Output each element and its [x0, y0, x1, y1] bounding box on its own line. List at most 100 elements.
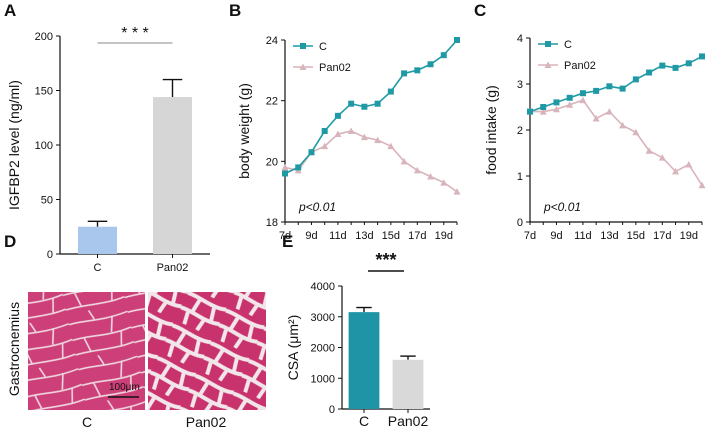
- e-y-label: CSA (μm²): [285, 315, 301, 381]
- c-point-control: [553, 99, 560, 106]
- c-point-pan02: [552, 105, 560, 113]
- c-point-pan02: [605, 108, 613, 115]
- c-point-control: [606, 83, 613, 90]
- b-xtick-label: 19d: [435, 230, 453, 242]
- a-xtick-label: Pan02: [157, 262, 189, 274]
- c-xtick-label: 11d: [574, 230, 592, 242]
- b-point-pan02: [334, 130, 342, 138]
- c-ytick-label: 4: [517, 33, 523, 45]
- scale-bar-label: 100μm: [109, 382, 140, 393]
- b-point-pan02: [360, 133, 368, 141]
- b-point-control: [308, 149, 315, 156]
- b-point-control: [387, 88, 394, 95]
- b-point-control: [282, 170, 288, 177]
- e-ytick-label: 4000: [311, 281, 335, 293]
- b-point-control: [440, 52, 447, 59]
- c-legend-marker-pan02: [544, 61, 552, 68]
- panel-letter-a: A: [4, 1, 16, 20]
- b-point-control: [334, 112, 341, 119]
- c-point-pan02: [645, 147, 653, 154]
- a-ytick-label: 150: [35, 86, 53, 98]
- c-point-control: [593, 87, 600, 94]
- c-line-pan02: [530, 99, 703, 186]
- c-ytick-label: 0: [517, 217, 523, 229]
- e-xtick-label: C: [359, 413, 369, 429]
- e-ytick-label: 2000: [311, 343, 335, 355]
- c-point-control: [619, 85, 626, 92]
- c-point-control: [566, 94, 573, 101]
- b-legend-label-control: C: [319, 41, 327, 53]
- c-point-pan02: [632, 128, 640, 136]
- c-point-control: [632, 76, 639, 83]
- b-point-pan02: [427, 173, 435, 180]
- panel-d-histology: Gastrocnemius 100μm C Pan02: [6, 292, 266, 430]
- c-xtick-label: 13d: [600, 230, 618, 242]
- e-bar-pan02: [392, 359, 424, 409]
- c-y-label: food intake (g): [483, 85, 499, 175]
- b-point-pan02: [387, 142, 395, 150]
- c-point-pan02: [539, 108, 547, 115]
- b-legend-label-pan02: Pan02: [319, 62, 351, 74]
- b-point-pan02: [321, 142, 329, 150]
- a-ytick-label: 200: [35, 31, 53, 43]
- c-point-control: [527, 108, 533, 115]
- c-point-pan02: [592, 115, 600, 122]
- b-point-pan02: [400, 157, 408, 165]
- c-xtick-label: 15d: [627, 230, 645, 242]
- c-xtick-label: 19d: [680, 230, 698, 242]
- b-p-value: p<0.01: [298, 200, 336, 214]
- b-xtick-label: 9d: [305, 230, 317, 242]
- b-xtick-label: 11d: [329, 230, 347, 242]
- b-point-pan02: [374, 136, 382, 144]
- b-ytick-label: 24: [266, 35, 278, 47]
- b-point-pan02: [347, 127, 355, 134]
- c-point-pan02: [698, 181, 706, 189]
- b-xtick-label: 13d: [355, 230, 373, 242]
- a-y-label: IGFBP2 level (ng/ml): [6, 80, 22, 210]
- c-point-pan02: [579, 96, 587, 104]
- b-y-label: body weight (g): [236, 83, 252, 179]
- b-line-pan02: [284, 130, 458, 193]
- b-xtick-label: 7d: [279, 230, 291, 242]
- b-xtick-label: 17d: [408, 230, 426, 242]
- a-ytick-label: 100: [35, 140, 53, 152]
- c-point-control: [672, 64, 679, 71]
- c-xtick-label: 7d: [524, 230, 536, 242]
- a-significance-stars: * * *: [121, 25, 149, 42]
- c-ytick-label: 2: [517, 125, 523, 137]
- b-xtick-label: 15d: [382, 230, 400, 242]
- c-point-control: [699, 53, 705, 60]
- histology-image-pan02: [148, 292, 266, 410]
- e-bar-c: [348, 312, 380, 409]
- b-point-control: [295, 164, 302, 171]
- b-point-pan02: [440, 179, 448, 186]
- b-point-control: [427, 61, 434, 68]
- a-ytick-label: 50: [41, 195, 53, 207]
- b-point-control: [401, 70, 408, 77]
- b-ytick-label: 22: [266, 96, 278, 108]
- c-p-value: p<0.01: [543, 200, 581, 214]
- histology-label-control: C: [82, 414, 92, 430]
- e-ytick-label: 1000: [311, 373, 335, 385]
- c-point-control: [659, 62, 666, 69]
- b-point-control: [321, 128, 328, 134]
- chart-c-food-intake: 0 1 2 3 4 7d 9d 11d 13d 15d 17d 19d C Pan02 p<0.01 food…: [483, 33, 706, 242]
- a-ytick-label: 0: [47, 249, 53, 261]
- c-point-pan02: [658, 154, 666, 161]
- b-point-pan02: [453, 188, 461, 195]
- chart-e-csa: 0 1000 2000 3000 4000 C Pan02 *** CSA (μm²): [285, 250, 430, 429]
- chart-a-igfbp2: 0 50 100 150 200 C Pan02 * * * IGFBP2 level (ng/…: [6, 25, 210, 274]
- b-ytick-label: 18: [266, 217, 278, 229]
- panel-letter-b: B: [229, 1, 241, 20]
- histology-label-pan02: Pan02: [186, 414, 227, 430]
- c-ytick-label: 1: [517, 171, 523, 183]
- c-legend-label-control: C: [564, 39, 572, 51]
- c-point-control: [685, 60, 692, 67]
- c-ytick-label: 3: [517, 79, 523, 91]
- c-legend-label-pan02: Pan02: [564, 60, 596, 72]
- c-point-pan02: [619, 121, 627, 129]
- e-xtick-label: Pan02: [388, 413, 429, 429]
- b-point-pan02: [413, 166, 421, 174]
- b-point-control: [348, 100, 355, 107]
